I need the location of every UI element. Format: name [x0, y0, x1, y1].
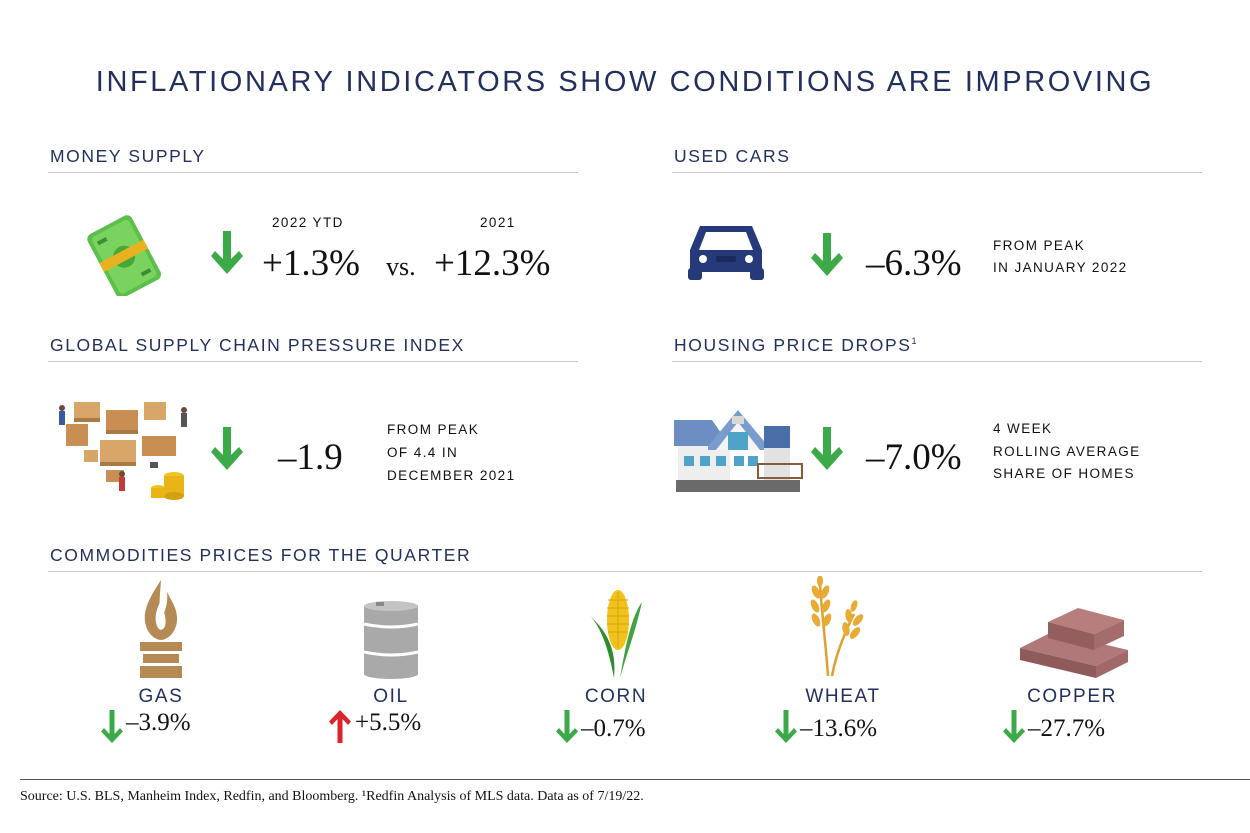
commodity-value-gas: –3.9% — [126, 709, 191, 736]
housing-footnote-mark: 1 — [911, 336, 919, 347]
oil-up-arrow-icon — [329, 709, 351, 748]
copper-down-arrow-icon — [1003, 710, 1025, 749]
page-title: INFLATIONARY INDICATORS SHOW CONDITIONS … — [95, 66, 1155, 98]
commodity-name-wheat: WHEAT — [805, 686, 881, 707]
used-cars-divider — [672, 172, 1202, 173]
money-supply-vs: vs. — [386, 252, 416, 281]
housing-note-3: SHARE OF HOMES — [993, 466, 1135, 481]
money-supply-prev-label: 2021 — [480, 215, 516, 230]
used-cars-heading: USED CARS — [674, 146, 791, 166]
commodity-name-corn: CORN — [584, 686, 648, 707]
money-supply-divider — [48, 172, 578, 173]
commodity-name-copper: COPPER — [1027, 686, 1117, 707]
money-supply-ytd-value: +1.3% — [262, 243, 360, 284]
commodity-value-oil: +5.5% — [355, 709, 422, 736]
copper-bars-icon — [1018, 604, 1130, 685]
used-cars-value: –6.3% — [866, 243, 962, 284]
housing-heading: HOUSING PRICE DROPS1 — [674, 335, 918, 356]
supply-chain-heading: GLOBAL SUPPLY CHAIN PRESSURE INDEX — [50, 335, 465, 355]
money-supply-heading: MONEY SUPPLY — [50, 146, 206, 166]
commodity-value-corn: –0.7% — [581, 715, 646, 742]
gas-down-arrow-icon — [101, 710, 123, 749]
housing-heading-text: HOUSING PRICE DROPS — [674, 335, 912, 355]
supply-chain-note-2: OF 4.4 IN — [387, 445, 459, 460]
gas-flame-icon — [136, 578, 186, 687]
wheat-icon — [804, 575, 864, 685]
commodity-value-copper: –27.7% — [1028, 715, 1106, 742]
source-note: Source: U.S. BLS, Manheim Index, Redfin,… — [20, 789, 644, 804]
used-cars-down-arrow-icon — [811, 233, 843, 282]
warehouse-icon — [54, 392, 194, 507]
supply-chain-note-1: FROM PEAK — [387, 422, 480, 437]
footer-divider — [20, 779, 1250, 780]
supply-chain-divider — [48, 361, 578, 362]
housing-down-arrow-icon — [811, 427, 843, 476]
commodity-name-oil: OIL — [373, 686, 409, 707]
supply-chain-note-3: DECEMBER 2021 — [387, 468, 516, 483]
housing-value: –7.0% — [866, 437, 962, 478]
supply-chain-value: –1.9 — [278, 437, 343, 478]
money-supply-prev-value: +12.3% — [434, 243, 551, 284]
commodities-divider — [48, 571, 1202, 572]
corn-icon — [586, 586, 646, 687]
house-icon — [672, 406, 804, 499]
oil-barrel-icon — [362, 600, 420, 685]
car-icon — [686, 222, 766, 287]
supply-chain-down-arrow-icon — [211, 427, 243, 476]
used-cars-note-1: FROM PEAK — [993, 238, 1086, 253]
commodity-name-gas: GAS — [138, 686, 184, 707]
money-supply-down-arrow-icon — [211, 231, 243, 280]
money-roll-icon — [84, 212, 166, 301]
commodity-value-wheat: –13.6% — [800, 715, 878, 742]
money-supply-ytd-label: 2022 YTD — [272, 215, 344, 230]
housing-note-1: 4 WEEK — [993, 421, 1053, 436]
corn-down-arrow-icon — [556, 710, 578, 749]
used-cars-note-2: IN JANUARY 2022 — [993, 260, 1128, 275]
commodities-heading: COMMODITIES PRICES FOR THE QUARTER — [50, 545, 472, 565]
housing-divider — [672, 361, 1202, 362]
housing-note-2: ROLLING AVERAGE — [993, 444, 1141, 459]
wheat-down-arrow-icon — [775, 710, 797, 749]
